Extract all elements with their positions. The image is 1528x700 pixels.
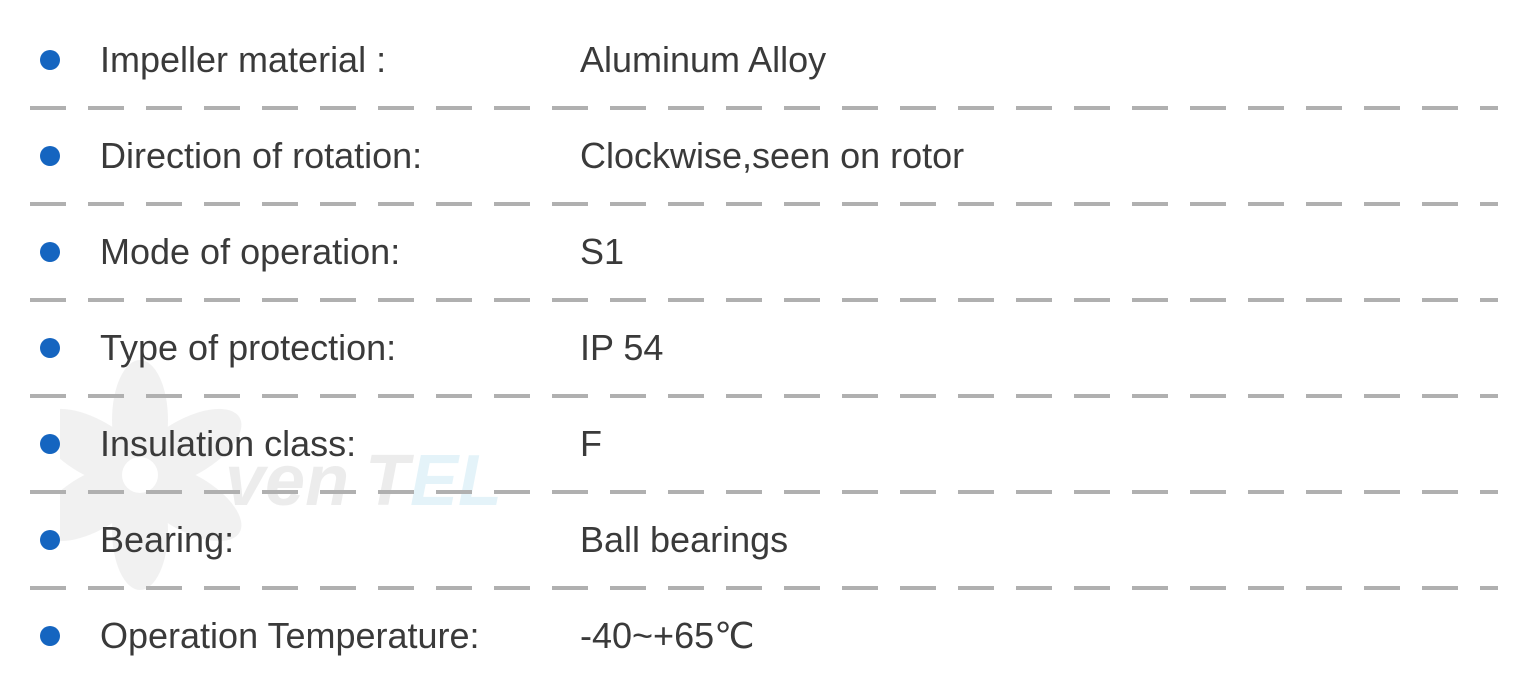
spec-value: S1	[580, 231, 624, 273]
spec-value: Clockwise,seen on rotor	[580, 135, 964, 177]
spec-row: Type of protection: IP 54	[30, 308, 1498, 388]
bullet-icon	[40, 146, 60, 166]
divider	[30, 106, 1498, 110]
spec-row: Insulation class: F	[30, 404, 1498, 484]
spec-label: Operation Temperature:	[100, 615, 580, 657]
spec-row: Mode of operation: S1	[30, 212, 1498, 292]
divider	[30, 490, 1498, 494]
bullet-icon	[40, 242, 60, 262]
spec-row: Direction of rotation: Clockwise,seen on…	[30, 116, 1498, 196]
spec-label: Bearing:	[100, 519, 580, 561]
divider	[30, 298, 1498, 302]
bullet-icon	[40, 50, 60, 70]
spec-row: Impeller material : Aluminum Alloy	[30, 20, 1498, 100]
spec-value: IP 54	[580, 327, 663, 369]
divider	[30, 202, 1498, 206]
spec-label: Mode of operation:	[100, 231, 580, 273]
bullet-icon	[40, 434, 60, 454]
bullet-icon	[40, 626, 60, 646]
bullet-icon	[40, 338, 60, 358]
spec-value: F	[580, 423, 602, 465]
spec-label: Type of protection:	[100, 327, 580, 369]
divider	[30, 586, 1498, 590]
spec-list: Impeller material : Aluminum Alloy Direc…	[0, 0, 1528, 696]
spec-label: Insulation class:	[100, 423, 580, 465]
spec-label: Impeller material :	[100, 39, 580, 81]
spec-row: Bearing: Ball bearings	[30, 500, 1498, 580]
spec-value: -40~+65℃	[580, 615, 755, 657]
spec-value: Aluminum Alloy	[580, 39, 826, 81]
spec-value: Ball bearings	[580, 519, 788, 561]
bullet-icon	[40, 530, 60, 550]
spec-row: Operation Temperature: -40~+65℃	[30, 596, 1498, 676]
spec-label: Direction of rotation:	[100, 135, 580, 177]
divider	[30, 394, 1498, 398]
